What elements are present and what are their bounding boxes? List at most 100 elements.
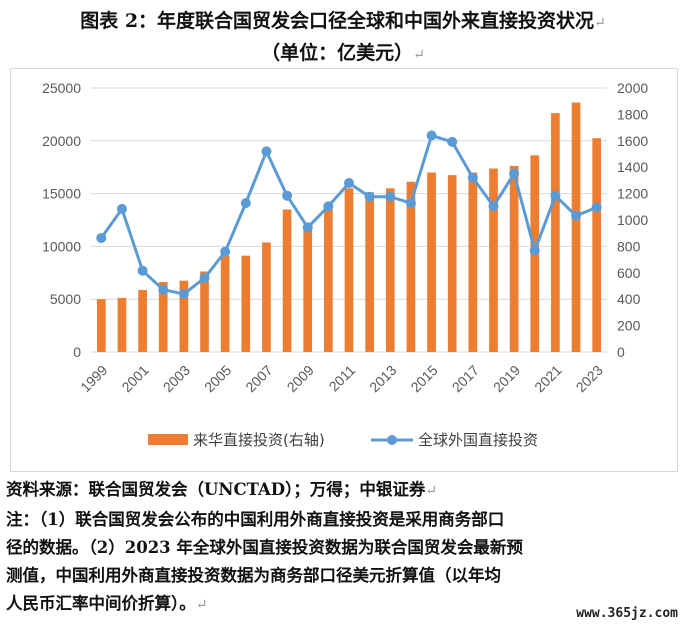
bar	[303, 227, 313, 352]
chart-area: 0 5000 10000 15000 20000 25000 0 200 400 600 800 10…	[10, 68, 678, 472]
bar	[220, 255, 230, 352]
x-axis-tick-label: 1999	[77, 362, 110, 395]
left-axis-tick-label: 5000	[50, 291, 81, 307]
bar	[200, 271, 209, 352]
line-point	[199, 273, 210, 284]
line-point	[158, 284, 169, 295]
line-point	[447, 136, 458, 147]
bar	[96, 299, 106, 352]
x-axis-tick-label: 2021	[531, 362, 564, 395]
legend-label-line: 全球外国直接投资	[418, 431, 538, 449]
legend-label-bars: 来华直接投资(右轴)	[193, 431, 325, 449]
bar	[427, 172, 436, 352]
right-axis-tick-label: 1800	[617, 106, 648, 122]
left-axis-tick-label: 10000	[42, 238, 81, 254]
line-point	[344, 178, 354, 189]
line-point	[220, 246, 231, 257]
note-line-2: 径的数据。（2）2023 年全球外国直接投资数据为联合国贸发会最新预	[6, 538, 523, 557]
bar	[447, 175, 457, 352]
bar	[592, 138, 602, 352]
left-axis-tick-label: 15000	[42, 186, 81, 202]
right-axis-tick-label: 1400	[617, 159, 648, 175]
x-axis-tick-label: 2005	[201, 362, 234, 395]
line-point	[571, 210, 582, 221]
line-point	[364, 191, 375, 202]
watermark: www.365jz.com	[576, 606, 678, 621]
bar	[241, 255, 251, 352]
line-point	[529, 245, 540, 256]
right-axis-tick-label: 0	[617, 344, 625, 360]
legend-swatch-bars	[148, 434, 188, 445]
line-point	[240, 198, 251, 209]
bar	[344, 188, 354, 352]
left-axis-tick-label: 0	[73, 344, 81, 360]
note-line-3: 测值，中国利用外商直接投资数据为商务部口径美元折算值（以年均	[6, 566, 501, 585]
bar	[179, 280, 189, 352]
bar	[385, 188, 395, 352]
line-point	[137, 265, 148, 276]
x-axis-tick-label: 2013	[366, 362, 399, 395]
right-axis-tick-label: 600	[617, 265, 641, 281]
bar	[158, 282, 168, 352]
bar	[406, 181, 416, 352]
chart-subtitle: （单位：亿美元）↵	[0, 38, 686, 65]
line-point	[550, 190, 561, 201]
line-point	[488, 201, 499, 212]
note-line-1: 注：（1）联合国贸发会公布的中国利用外商直接投资是采用商务部口	[6, 510, 505, 529]
x-axis-tick-label: 2017	[449, 362, 482, 395]
bar	[262, 242, 271, 352]
bar	[324, 204, 333, 352]
chart-title: 图表 2：年度联合国贸发会口径全球和中国外来直接投资状况↵	[0, 6, 686, 33]
legend-marker-line	[387, 435, 397, 445]
line-point	[405, 198, 416, 209]
line-point	[426, 130, 437, 141]
right-axis-tick-label: 800	[617, 238, 641, 254]
line-point	[96, 232, 107, 243]
line-point	[591, 202, 602, 213]
line-point	[302, 222, 313, 233]
right-axis-tick-label: 200	[617, 318, 641, 334]
line-point	[261, 146, 272, 157]
note-line-4: 人民币汇率中间价折算）。↵	[6, 590, 682, 619]
line-point	[116, 203, 127, 214]
x-axis-tick-label: 2019	[490, 362, 523, 395]
edit-mark: ↵	[425, 483, 438, 499]
right-axis-tick-label: 1600	[617, 133, 648, 149]
right-axis-tick-label: 1200	[617, 186, 648, 202]
bar	[571, 102, 581, 352]
line-point	[282, 190, 293, 201]
bar	[117, 297, 127, 352]
left-axis-tick-label: 25000	[42, 80, 81, 96]
right-axis-tick-label: 400	[617, 291, 641, 307]
x-axis-tick-label: 2023	[573, 362, 606, 395]
source-text: 资料来源：联合国贸发会（UNCTAD）；万得；中银证券	[6, 480, 426, 499]
line-point	[467, 172, 478, 183]
x-axis-tick-label: 2007	[242, 362, 275, 395]
bar	[489, 168, 498, 352]
right-axis-tick-label: 2000	[617, 80, 648, 96]
x-axis-tick-label: 2009	[284, 362, 317, 395]
left-axis-tick-label: 20000	[42, 133, 81, 149]
bar	[551, 113, 560, 352]
note-line-4-text: 人民币汇率中间价折算）。	[6, 594, 196, 613]
x-axis-tick-label: 2003	[160, 362, 193, 395]
line-point	[323, 201, 334, 212]
bar	[509, 165, 519, 352]
x-axis-tick-label: 2001	[118, 362, 151, 395]
line-point	[509, 168, 520, 179]
source-line: 资料来源：联合国贸发会（UNCTAD）；万得；中银证券↵	[6, 476, 682, 505]
line-point	[178, 288, 189, 299]
edit-mark: ↵	[195, 597, 208, 613]
chart-subtitle-text: （单位：亿美元）	[261, 42, 414, 64]
bar	[138, 289, 147, 352]
x-axis-tick-label: 2015	[407, 362, 440, 395]
edit-mark: ↵	[413, 47, 425, 63]
x-axis-tick-label: 2011	[326, 362, 359, 395]
chart-title-text: 图表 2：年度联合国贸发会口径全球和中国外来直接投资状况	[80, 10, 595, 32]
bar	[468, 172, 478, 352]
bar	[365, 192, 374, 352]
edit-mark: ↵	[594, 15, 606, 31]
right-axis-tick-label: 1000	[617, 212, 648, 228]
line-point	[385, 191, 396, 202]
bar	[282, 209, 292, 352]
